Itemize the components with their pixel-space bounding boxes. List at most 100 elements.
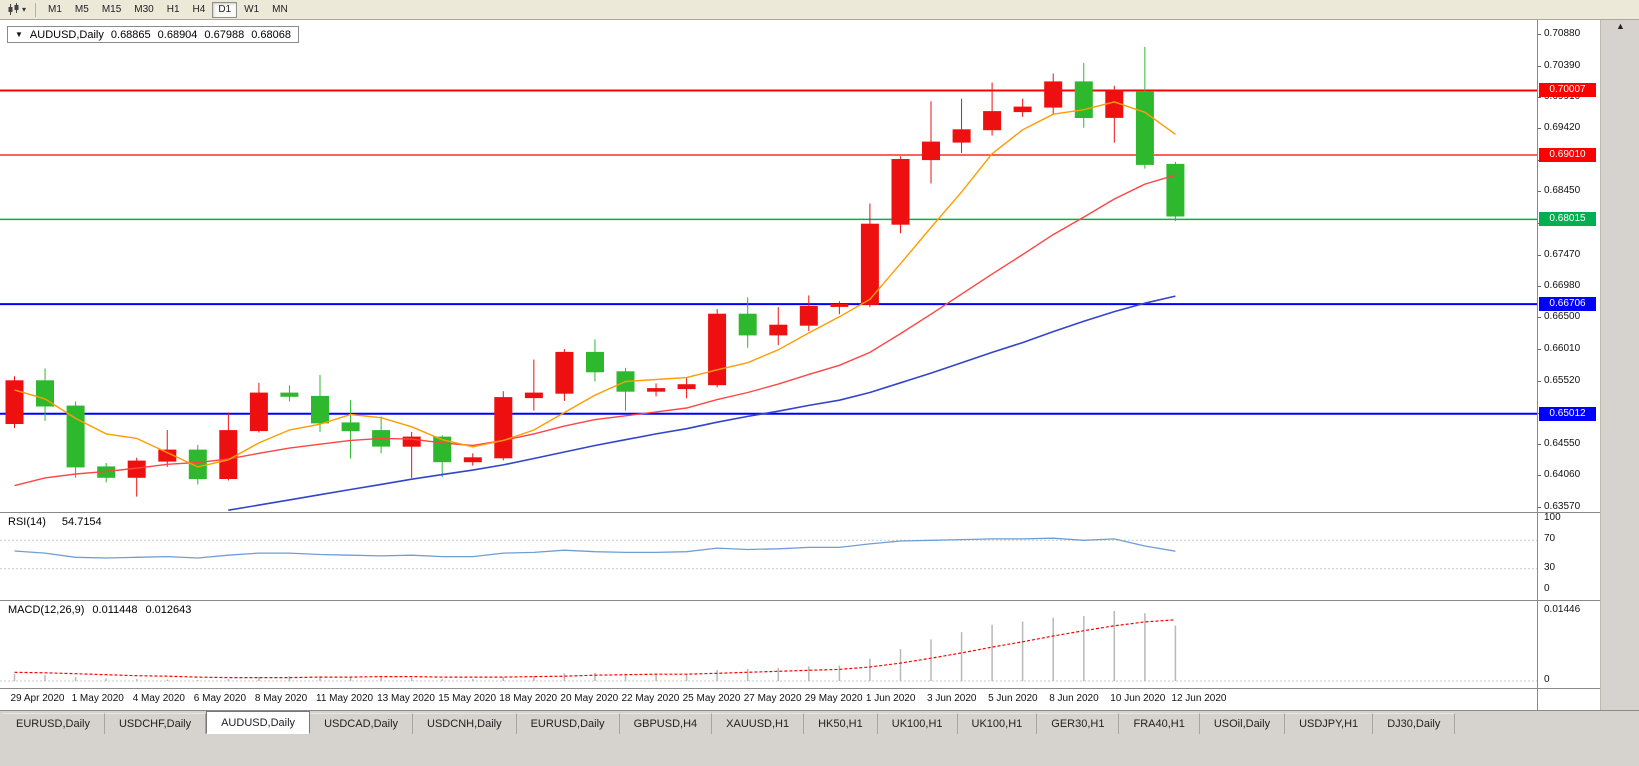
timeframe-mn[interactable]: MN — [266, 2, 294, 18]
time-label: 29 Apr 2020 — [10, 693, 65, 704]
price-tick-mark — [1538, 507, 1541, 508]
price-tick-mark — [1538, 65, 1541, 67]
time-axis[interactable]: 29 Apr 2020 1 May 2020 4 May 2020 6 May 202… — [0, 688, 1600, 710]
tab-xauusd-h1[interactable]: XAUUSD,H1 — [712, 713, 805, 734]
time-label: 10 Jun 2020 — [1110, 693, 1166, 704]
timeframe-m15[interactable]: M15 — [96, 2, 127, 18]
timeframe-h1[interactable]: H1 — [161, 2, 186, 18]
price-tick-mark — [1538, 286, 1541, 288]
candle-body — [5, 380, 24, 424]
time-label: 5 Jun 2020 — [988, 693, 1038, 704]
ma-mid-line — [14, 174, 1176, 487]
rsi-scale-label: 30 — [1544, 561, 1556, 573]
tab-eurusd-daily[interactable]: EURUSD,Daily — [2, 713, 105, 734]
tab-usdjpy-h1[interactable]: USDJPY,H1 — [1285, 713, 1374, 734]
chart-tab-bar: EURUSD,Daily USDCHF,Daily AUDUSD,Daily USDC… — [0, 710, 1639, 734]
candle-body — [341, 422, 360, 432]
time-label: 18 May 2020 — [499, 693, 558, 704]
time-label: 8 Jun 2020 — [1049, 693, 1099, 704]
candle-body — [1044, 81, 1063, 108]
chart-symbol-period: AUDUSD,Daily — [29, 28, 104, 41]
time-label: 13 May 2020 — [377, 693, 435, 704]
tab-usdchf-daily[interactable]: USDCHF,Daily — [104, 713, 207, 734]
time-label: 12 Jun 2020 — [1171, 693, 1227, 704]
time-label: 3 Jun 2020 — [927, 693, 977, 704]
timeframe-toolbar: ▾ M1 M5 M15 M30 H1 H4 D1 W1 MN — [0, 0, 1639, 20]
price-tick-label: 0.64060 — [1544, 469, 1581, 481]
rsi-chart[interactable] — [0, 513, 1537, 600]
price-tick-label: 0.69420 — [1544, 122, 1581, 134]
rsi-scale-label: 100 — [1544, 512, 1561, 523]
timeframe-m1[interactable]: M1 — [42, 2, 68, 18]
price-tick-mark — [1538, 34, 1541, 35]
price-tick-label: 0.63570 — [1544, 501, 1581, 512]
candle-body — [463, 457, 482, 463]
tab-eurusd-daily[interactable]: EURUSD,Daily — [516, 713, 620, 734]
rsi-line — [14, 537, 1176, 559]
price-line-tag-0.68015: 0.68015 — [1539, 212, 1596, 227]
tab-dj30-daily[interactable]: DJ30,Daily — [1373, 713, 1456, 734]
time-label: 25 May 2020 — [682, 693, 741, 704]
timeframe-m30[interactable]: M30 — [128, 2, 159, 18]
candle-body — [769, 324, 788, 336]
time-label: 22 May 2020 — [621, 693, 680, 704]
timeframe-d1[interactable]: D1 — [212, 1, 238, 18]
tab-usdcnh-daily[interactable]: USDCNH,Daily — [413, 713, 517, 734]
tab-uk100-h1[interactable]: UK100,H1 — [957, 713, 1038, 734]
price-tick-label: 0.66010 — [1544, 343, 1581, 355]
time-label: 1 May 2020 — [71, 693, 124, 704]
candle-body — [494, 397, 513, 459]
macd-signal-line — [14, 619, 1176, 679]
main-price-chart[interactable] — [0, 20, 1537, 512]
candle-body — [952, 129, 971, 143]
toolbar-separator — [35, 2, 37, 17]
tab-fra40-h1[interactable]: FRA40,H1 — [1119, 713, 1200, 734]
candle-body — [891, 159, 910, 225]
candle-body — [1074, 81, 1093, 118]
chart-window: ▼ AUDUSD,Daily 0.68865 0.68904 0.67988 0… — [0, 20, 1600, 710]
right-scroll-strip: ▲ — [1600, 20, 1639, 710]
candle-body — [922, 141, 940, 161]
tab-gbpusd-h4[interactable]: GBPUSD,H4 — [619, 713, 713, 734]
candle-body — [402, 436, 421, 447]
price-tick-label: 0.64550 — [1544, 437, 1581, 449]
chart-type-button[interactable]: ▾ — [4, 2, 29, 17]
timeframe-w1[interactable]: W1 — [238, 2, 265, 18]
tab-hk50-h1[interactable]: HK50,H1 — [804, 713, 878, 734]
price-tick-mark — [1538, 191, 1541, 193]
scroll-up-icon[interactable]: ▲ — [1616, 21, 1625, 31]
ma-slow-line — [228, 295, 1176, 511]
price-tick-label: 0.70390 — [1544, 59, 1581, 71]
one-click-trading-icon[interactable]: ▼ — [15, 30, 23, 39]
rsi-scale-label: 70 — [1544, 533, 1556, 545]
price-tick-label: 0.67470 — [1544, 248, 1581, 260]
candle-body — [36, 380, 54, 407]
price-tick-label: 0.65520 — [1544, 374, 1581, 386]
tab-uk100-h1[interactable]: UK100,H1 — [877, 713, 958, 734]
timeframe-h4[interactable]: H4 — [187, 2, 212, 18]
macd-chart[interactable] — [0, 601, 1537, 688]
bottom-status-area — [0, 734, 1639, 766]
candle-body — [647, 388, 666, 392]
price-tick-mark — [1538, 317, 1541, 319]
price-tick-mark — [1538, 380, 1541, 382]
tab-usdcad-daily[interactable]: USDCAD,Daily — [310, 713, 414, 734]
time-label: 6 May 2020 — [193, 693, 247, 704]
price-line-tag-0.66706: 0.66706 — [1539, 297, 1596, 312]
candle-body — [860, 223, 879, 305]
price-scale[interactable]: 0.708800.703900.699100.694200.689300.684… — [1537, 20, 1600, 710]
price-tick-mark — [1538, 128, 1541, 130]
price-tick-mark — [1538, 349, 1541, 351]
ma-fast-line — [14, 101, 1176, 468]
tab-usoil-daily[interactable]: USOil,Daily — [1199, 713, 1286, 734]
candle-body — [677, 384, 696, 390]
timeframe-buttons: M1 M5 M15 M30 H1 H4 D1 W1 MN — [42, 1, 294, 18]
candle-body — [1135, 91, 1154, 165]
tab-ger30-h1[interactable]: GER30,H1 — [1037, 713, 1120, 734]
candle-body — [1013, 106, 1032, 113]
price-tick-label: 0.66500 — [1544, 311, 1581, 323]
tab-audusd-daily[interactable]: AUDUSD,Daily — [206, 711, 311, 734]
timeframe-m5[interactable]: M5 — [69, 2, 95, 18]
price-tick-mark — [1538, 254, 1541, 256]
chart-ohlc-header: ▼ AUDUSD,Daily 0.68865 0.68904 0.67988 0… — [7, 26, 299, 43]
